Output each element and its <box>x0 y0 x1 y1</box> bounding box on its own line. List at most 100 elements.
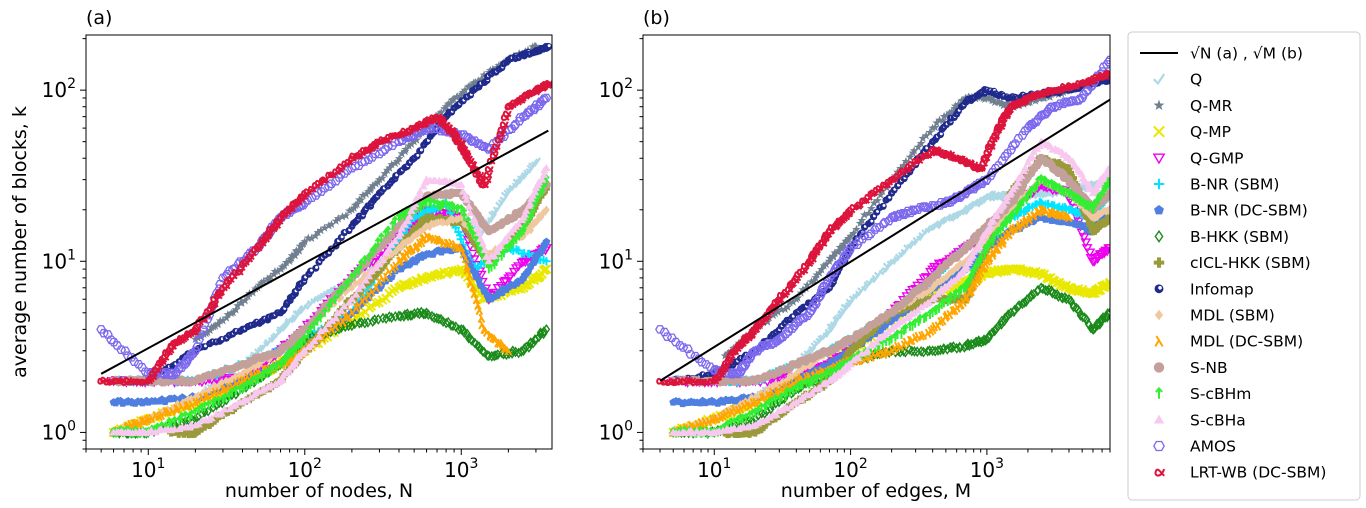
panel-a-xlabel: number of nodes, N <box>225 480 413 502</box>
panel-b-point <box>1041 188 1052 198</box>
panel-a-point <box>348 272 356 283</box>
panel-a-label: (a) <box>86 7 112 29</box>
panel-a-point <box>489 152 499 160</box>
panel-a-point <box>144 414 153 424</box>
panel-a-point <box>470 218 479 226</box>
panel-a-point <box>407 235 415 245</box>
panel-a-point <box>493 247 502 255</box>
panel-a-point <box>228 308 238 317</box>
panel-a-point <box>469 282 477 292</box>
panel-a-point <box>541 264 552 275</box>
panel-a-point <box>347 295 357 303</box>
panel-b-point <box>1002 99 1012 109</box>
panel-b-point <box>938 116 948 125</box>
panel-a-point <box>237 298 247 307</box>
panel-a-point <box>387 312 396 324</box>
panel-b-point <box>881 262 892 273</box>
panel-a-point <box>186 351 197 360</box>
panel-b-point <box>988 327 996 339</box>
panel-a-point <box>514 116 525 126</box>
panel-b-point <box>801 283 811 293</box>
panel-a-point <box>326 179 337 189</box>
panel-a-point <box>257 278 266 287</box>
panel-a-point <box>272 222 282 230</box>
panel-b-point <box>849 228 858 238</box>
panel-b-point <box>780 304 790 313</box>
panel-a-point <box>320 223 329 232</box>
panel-a-point <box>542 323 551 335</box>
panel-a-point <box>137 362 147 372</box>
panel-a-point <box>225 377 233 386</box>
panel-a-point <box>539 170 549 178</box>
panel-a-point <box>436 107 446 117</box>
panel-a-point <box>449 94 459 104</box>
panel-a-point <box>367 153 378 162</box>
panel-b-point <box>773 307 783 316</box>
panel-a-point <box>188 409 195 420</box>
panel-b-point <box>994 320 1003 332</box>
panel-a-point <box>231 401 240 409</box>
panel-a-point <box>116 345 127 355</box>
panel-a-point <box>316 291 327 302</box>
panel-a-point <box>184 400 192 411</box>
panel-a-point <box>530 188 540 196</box>
panel-a-point <box>477 74 486 83</box>
panel-a-point <box>537 212 545 222</box>
panel-a-point <box>404 141 414 150</box>
panel-b-point <box>952 342 961 354</box>
panel-a-point <box>366 301 377 311</box>
panel-a-point <box>490 147 499 154</box>
panel-a-point <box>412 135 421 144</box>
panel-a-point <box>490 350 499 362</box>
panel-b-point <box>1047 285 1056 297</box>
panel-b-point <box>988 95 998 105</box>
panel-b-point <box>905 152 915 161</box>
panel-a-point <box>310 231 320 240</box>
panel-b-point <box>903 240 914 251</box>
panel-a-point <box>322 286 333 297</box>
panel-a-point <box>274 218 284 225</box>
panel-a-point <box>391 215 399 226</box>
panel-a-point <box>299 300 310 311</box>
panel-a-point <box>352 268 359 279</box>
panel-a-point <box>273 266 282 276</box>
panel-a-point <box>375 260 384 268</box>
panel-b-point <box>825 253 835 263</box>
panel-b-point <box>980 94 990 103</box>
panel-a-point <box>537 175 547 183</box>
panel-a-point <box>405 212 414 220</box>
panel-a-point <box>387 160 397 169</box>
panel-a-point <box>194 335 205 344</box>
panel-a-point <box>287 205 297 213</box>
panel-a-point <box>541 93 552 103</box>
panel-a-point <box>387 240 396 248</box>
panel-a-point <box>231 378 240 389</box>
panel-a-point <box>483 350 492 361</box>
panel-a-point <box>544 79 552 87</box>
panel-a-point <box>364 187 373 196</box>
panel-a-point <box>215 395 222 406</box>
panel-a-point <box>316 327 326 335</box>
panel-b-point <box>908 345 916 357</box>
panel-a-point <box>500 114 510 121</box>
panel-a-ytick-label: 100 <box>42 418 76 444</box>
panel-a-point <box>228 387 236 398</box>
panel-a-point <box>459 324 468 336</box>
panel-a-point <box>112 341 123 350</box>
panel-a-point <box>474 139 485 148</box>
panel-a-point <box>454 243 463 253</box>
panel-a-point <box>494 136 504 144</box>
panel-b-point <box>990 97 1000 107</box>
panel-a-point <box>465 81 475 90</box>
panel-b-point <box>864 208 874 218</box>
panel-a-point <box>217 409 226 417</box>
panel-a-point <box>534 101 544 111</box>
panel-b-point <box>1003 311 1011 323</box>
panel-a-point <box>544 42 552 51</box>
panel-a-point <box>106 335 117 345</box>
panel-a-point <box>320 176 330 184</box>
panel-b-point <box>1027 289 1036 301</box>
panel-a-point <box>348 308 356 318</box>
panel-a-point <box>470 289 479 299</box>
